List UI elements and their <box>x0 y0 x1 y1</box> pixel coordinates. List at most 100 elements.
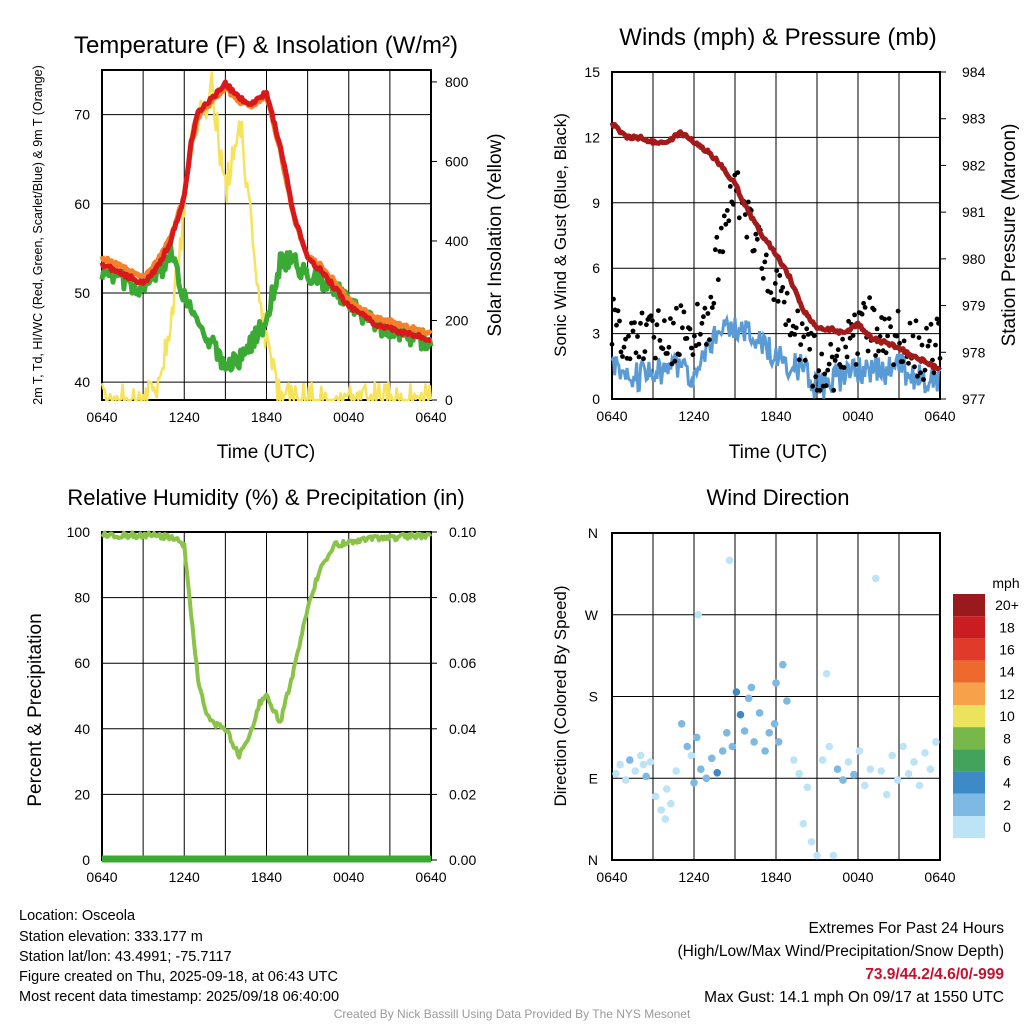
direction-point <box>732 688 741 696</box>
gust-point <box>796 357 802 363</box>
legend-swatch <box>953 594 985 617</box>
x-tick-label: 0040 <box>333 869 364 885</box>
legend-swatch <box>953 616 985 639</box>
legend-label: 16 <box>999 642 1015 658</box>
legend-label: 6 <box>1003 753 1011 769</box>
series-line-pressure <box>609 121 942 372</box>
gust-point <box>933 342 938 348</box>
direction-point <box>899 742 907 751</box>
direction-point <box>915 781 924 790</box>
y-tick-label: 60 <box>74 655 90 671</box>
gust-point <box>674 305 679 311</box>
temperature-insolation-panel: 0640 1240 1840 0040 0640 40 50 60 70 0 200 400 600 80… <box>31 32 506 463</box>
gust-point <box>712 247 718 253</box>
direction-point <box>728 742 737 751</box>
y-tick-label: 100 <box>67 524 91 540</box>
y2-tick-label: 0.00 <box>449 852 476 868</box>
x-tick-label: 1240 <box>169 409 200 425</box>
gust-point <box>862 305 868 310</box>
direction-point <box>872 574 880 583</box>
x-tick-label: 0640 <box>596 869 627 885</box>
gust-point <box>718 225 724 231</box>
gust-point <box>928 321 934 327</box>
gust-point <box>883 350 889 356</box>
gust-point <box>715 277 721 283</box>
gust-point <box>921 377 926 382</box>
y2-axis-label: Station Pressure (Maroon) <box>999 124 1020 347</box>
y-tick-label: 3 <box>592 326 600 342</box>
y-tick-label: 6 <box>592 260 600 276</box>
y2-tick-label: 984 <box>962 64 986 80</box>
gust-point <box>702 305 708 311</box>
gust-point <box>621 344 627 350</box>
direction-point <box>651 792 660 801</box>
y-tick-label: S <box>589 689 598 705</box>
legend-swatch <box>953 705 985 728</box>
gust-point <box>771 297 777 303</box>
gust-point <box>666 344 672 350</box>
direction-point <box>795 769 803 778</box>
chart-title: Winds (mph) & Pressure (mb) <box>619 24 936 51</box>
gust-point <box>615 308 621 314</box>
gust-point <box>918 370 923 376</box>
gust-point <box>829 354 835 360</box>
extremes-title: Extremes For Past 24 Hours <box>808 920 1004 937</box>
gust-point <box>937 355 943 361</box>
direction-point <box>861 781 869 790</box>
x-axis-label: Time (UTC) <box>217 442 316 463</box>
meta-latlon: Station lat/lon: 43.4991; -75.7117 <box>19 949 232 965</box>
direction-point <box>783 697 791 705</box>
gust-point <box>913 318 919 324</box>
extremes-values: 73.9/44.2/4.6/0/-999 <box>865 966 1004 983</box>
gust-point <box>677 352 682 358</box>
gust-point <box>846 318 851 324</box>
legend-swatch <box>953 727 985 750</box>
direction-point <box>921 749 929 757</box>
gust-point <box>653 355 658 361</box>
x-tick-label: 0040 <box>333 409 364 425</box>
direction-point <box>621 776 630 784</box>
gust-point <box>696 341 702 347</box>
direction-point <box>772 679 780 687</box>
gust-point <box>617 318 622 324</box>
gust-point <box>699 320 705 326</box>
gust-point <box>810 383 816 389</box>
gust-point <box>795 308 801 314</box>
gust-point <box>611 296 616 302</box>
gust-point <box>897 340 902 346</box>
direction-point <box>661 815 670 823</box>
gust-point <box>620 354 625 359</box>
gust-point <box>894 333 899 339</box>
gust-point <box>852 312 857 318</box>
gust-point <box>708 294 714 300</box>
gust-point <box>656 308 661 313</box>
x-tick-label: 1840 <box>760 869 791 885</box>
direction-point <box>882 790 891 799</box>
gust-point <box>641 356 646 362</box>
x-tick-label: 1240 <box>169 869 200 885</box>
y2-tick-label: 0.02 <box>449 786 476 802</box>
gust-point <box>859 311 865 317</box>
legend-label: 20+ <box>995 597 1019 613</box>
gust-point <box>774 268 780 273</box>
gust-point <box>850 333 856 338</box>
gust-point <box>660 346 666 352</box>
direction-point <box>910 758 918 766</box>
direction-point <box>813 851 821 860</box>
legend-label: 10 <box>999 708 1015 724</box>
y2-tick-label: 0.04 <box>449 721 476 737</box>
gust-point <box>698 331 703 337</box>
direction-point <box>866 765 875 773</box>
legend-swatch <box>953 660 985 683</box>
gust-point <box>786 318 792 323</box>
direction-point <box>736 710 745 719</box>
direction-point <box>708 754 716 763</box>
gust-point <box>654 322 660 328</box>
gust-point <box>630 328 636 334</box>
x-tick-label: 1840 <box>251 869 282 885</box>
gust-point <box>762 259 768 265</box>
x-tick-label: 0640 <box>86 409 117 425</box>
gust-point <box>886 316 892 321</box>
